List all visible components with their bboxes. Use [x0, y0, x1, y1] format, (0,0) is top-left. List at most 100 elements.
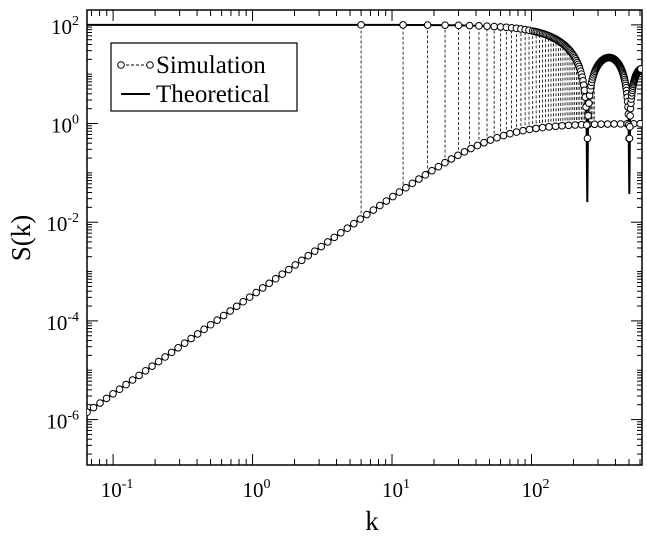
simulation-point — [616, 120, 625, 128]
simulation-point — [389, 192, 397, 201]
simulation-point — [582, 121, 591, 129]
simulation-point — [141, 366, 150, 375]
simulation-point — [109, 390, 117, 398]
simulation-point — [206, 320, 215, 329]
simulation-point — [428, 166, 436, 175]
simulation-point — [395, 188, 404, 196]
simulation-point — [626, 123, 634, 131]
simulation-point — [415, 175, 423, 183]
simulation-point — [571, 121, 579, 129]
simulation-point — [161, 353, 169, 361]
simulation-point — [330, 233, 339, 242]
simulation-point — [585, 99, 593, 107]
simulation-point — [483, 22, 491, 30]
simulation-point — [525, 125, 534, 134]
simulation-point — [200, 325, 208, 334]
simulation-point — [122, 380, 130, 389]
simulation-point — [583, 134, 592, 143]
simulation-point — [441, 158, 449, 167]
simulation-point — [187, 334, 195, 343]
simulation-point — [434, 162, 443, 171]
simulation-point — [423, 21, 432, 29]
simulation-point — [297, 256, 306, 265]
x-tick-label: 101 — [382, 477, 410, 502]
simulation-point — [584, 111, 592, 120]
simulation-point — [499, 131, 508, 140]
simulation-point — [135, 371, 143, 380]
simulation-point — [636, 119, 642, 128]
x-tick-label: 10-1 — [101, 477, 134, 502]
simulation-point — [369, 206, 378, 214]
legend-simulation-label: Simulation — [156, 52, 266, 79]
simulation-point — [323, 238, 332, 246]
x-tick-label: 102 — [521, 477, 549, 502]
simulation-point — [102, 394, 111, 403]
simulation-point — [564, 121, 573, 130]
theoretical-lower-curve — [87, 122, 642, 414]
x-tick-labels: 10-1 100 101 102 — [101, 477, 550, 502]
simulation-point — [148, 362, 156, 370]
legend-box — [110, 42, 298, 112]
simulation-point — [291, 261, 300, 269]
simulation-point — [465, 21, 474, 30]
simulation-point — [376, 201, 384, 210]
simulation-point — [626, 111, 634, 120]
simulation-point — [473, 141, 482, 150]
simulation-point — [486, 136, 495, 144]
y-tick-label: 102 — [51, 14, 79, 39]
simulation-point — [610, 120, 618, 128]
simulation-point — [87, 408, 91, 417]
simulation-point — [421, 171, 430, 179]
simulation-point — [538, 123, 547, 132]
simulation-point — [467, 144, 475, 153]
simulation-point — [167, 348, 176, 357]
simulation-point — [363, 210, 371, 219]
simulation-point — [597, 120, 605, 128]
legend-simulation-marker — [117, 61, 125, 69]
y-tick-label: 10-2 — [46, 211, 79, 236]
simulation-point — [310, 247, 319, 255]
simulation-point — [154, 357, 163, 366]
simulation-point — [258, 284, 267, 292]
simulation-point — [460, 148, 469, 156]
simulation-point — [193, 330, 202, 338]
simulation-points — [87, 21, 642, 417]
simulation-point — [603, 120, 612, 128]
simulation-point — [232, 302, 241, 311]
simulation-lines — [360, 24, 595, 219]
simulation-point — [558, 121, 566, 130]
y-tick-labels: 10-6 10-4 10-2 100 102 — [46, 14, 79, 434]
simulation-point — [89, 403, 98, 412]
simulation-point — [317, 242, 326, 251]
x-tick-label: 100 — [243, 477, 271, 502]
simulation-point — [356, 215, 365, 223]
legend-theoretical-label: Theoretical — [156, 81, 270, 108]
simulation-point — [115, 385, 124, 394]
simulation-point — [252, 288, 261, 297]
tick-marks — [87, 9, 642, 465]
simulation-point — [357, 21, 365, 29]
y-axis-title: S(k) — [6, 215, 36, 262]
simulation-point — [128, 376, 137, 384]
simulation-point — [337, 228, 345, 237]
simulation-point — [174, 343, 182, 352]
simulation-point — [532, 124, 540, 133]
simulation-point — [245, 293, 254, 301]
simulation-point — [545, 123, 553, 131]
y-tick-label: 10-6 — [46, 409, 79, 434]
simulation-point — [180, 339, 189, 347]
simulation-point — [226, 307, 234, 315]
simulation-point — [402, 183, 410, 192]
simulation-point — [447, 155, 456, 163]
simulation-point — [284, 265, 293, 274]
simulation-point — [219, 311, 228, 320]
simulation-point — [265, 279, 274, 288]
simulation-point — [493, 133, 501, 142]
simulation-point — [304, 251, 313, 260]
simulation-point — [408, 179, 417, 188]
simulation-point — [343, 224, 352, 233]
simulation-point — [382, 197, 391, 205]
simulation-point — [480, 138, 488, 147]
simulation-point — [490, 22, 498, 31]
simulation-point — [399, 21, 407, 29]
